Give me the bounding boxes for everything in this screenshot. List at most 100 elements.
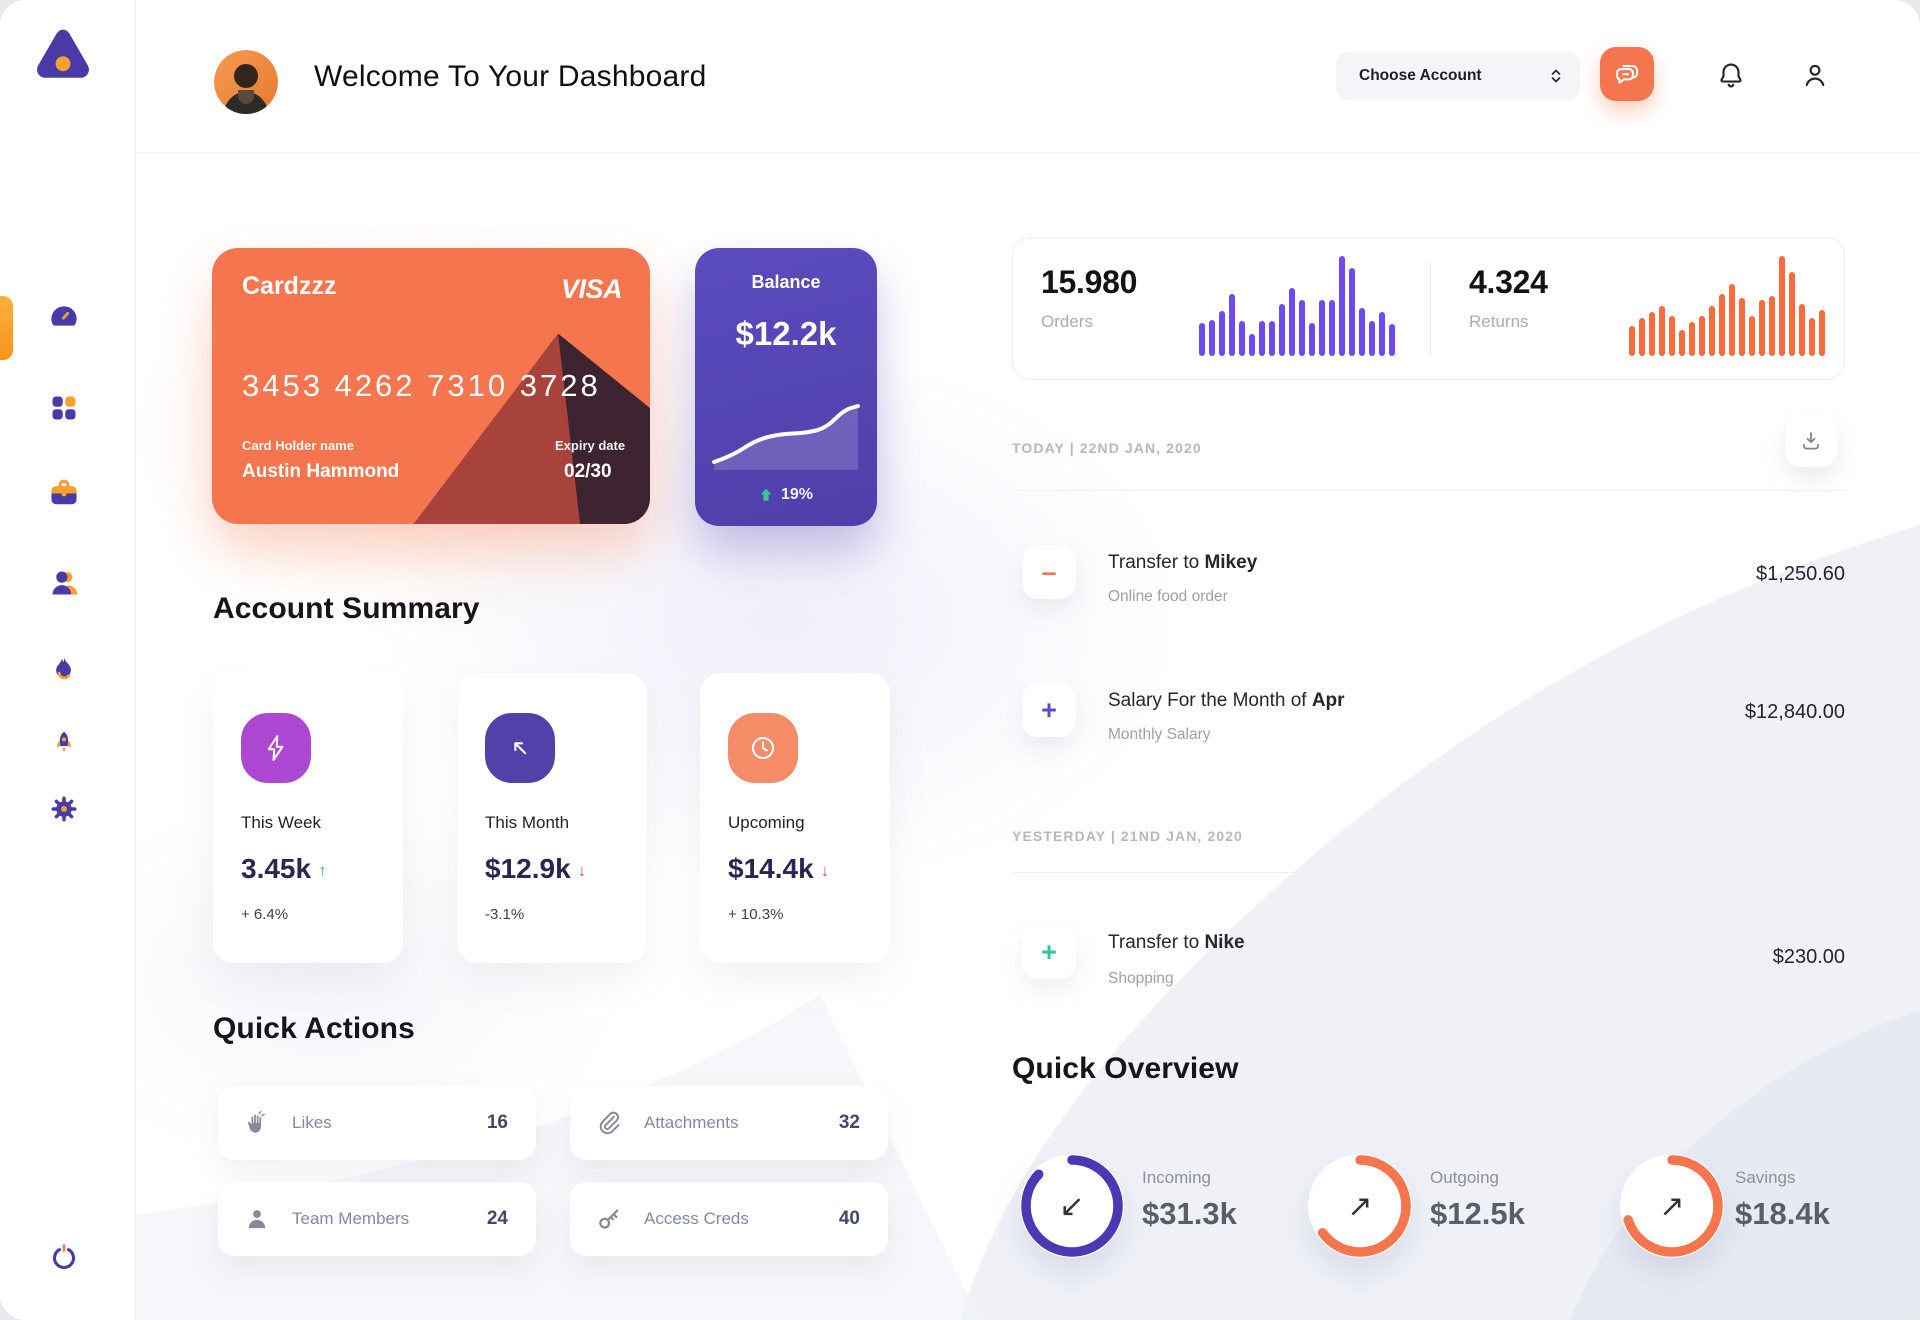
summary-change: + 6.4%: [241, 906, 289, 923]
download-icon: [1803, 432, 1819, 450]
trend-arrow: ↓: [820, 861, 830, 880]
panel-divider: [1430, 262, 1431, 357]
grid-icon[interactable]: [48, 392, 80, 424]
overview-label: Savings: [1735, 1168, 1796, 1187]
active-nav-indicator: [0, 296, 13, 360]
transaction-title: Transfer to Mikey: [1108, 552, 1258, 573]
bank-card: Cardzzz VISA 3453 4262 7310 3728 Card Ho…: [212, 248, 650, 524]
bolt-icon: [241, 713, 311, 783]
card-name: Cardzzz: [242, 272, 337, 300]
outgoing-ring: ↗: [1304, 1150, 1416, 1262]
transaction-amount: $12,840.00: [1744, 701, 1845, 723]
app-logo-icon[interactable]: [32, 26, 94, 89]
select-chevrons-icon: [1551, 69, 1561, 83]
returns-bar-chart: [1629, 256, 1829, 356]
paperclip-icon: [599, 1111, 620, 1135]
overview-label: Outgoing: [1430, 1168, 1499, 1187]
card-holder-label: Card Holder name: [242, 438, 354, 453]
up-arrow-icon: [760, 488, 772, 501]
quick-action-access-creds[interactable]: Access Creds 40: [570, 1182, 888, 1256]
summary-card-this-month: This Month $12.9k ↓ -3.1%: [457, 673, 647, 963]
quick-actions-title: Quick Actions: [213, 1012, 415, 1045]
quick-action-label: Likes: [292, 1113, 332, 1132]
transaction-sign-plus: +: [1022, 925, 1076, 979]
date-header-today: TODAY | 22ND JAN, 2020: [1012, 440, 1202, 456]
arrow-up-left-icon: [485, 713, 555, 783]
overview-label: Incoming: [1142, 1168, 1211, 1187]
orders-value: 15.980: [1041, 264, 1138, 300]
visa-logo: VISA: [560, 274, 623, 304]
person-icon: [248, 1210, 266, 1229]
overview-value: $31.3k: [1142, 1196, 1237, 1231]
transaction-subtitle: Shopping: [1108, 970, 1174, 987]
quick-action-label: Team Members: [292, 1209, 410, 1228]
transaction-title: Transfer to Nike: [1108, 932, 1245, 953]
account-summary-title: Account Summary: [213, 592, 480, 625]
user-avatar[interactable]: [214, 50, 278, 114]
chat-bubbles-icon: [1616, 65, 1639, 84]
orders-bar-chart: [1199, 256, 1399, 356]
balance-sparkline: [712, 404, 860, 470]
quick-action-likes[interactable]: Likes 16: [218, 1086, 536, 1160]
section-divider: [1012, 872, 1845, 873]
arrow-up-right-icon: ↗: [1659, 1188, 1685, 1224]
balance-value: $12.2k: [735, 315, 837, 352]
rocket-icon[interactable]: [48, 728, 80, 760]
balance-title: Balance: [751, 272, 821, 292]
messages-button[interactable]: [1600, 47, 1654, 101]
gear-icon[interactable]: [48, 793, 80, 825]
transaction-subtitle: Monthly Salary: [1108, 726, 1211, 743]
card-number: 3453 4262 7310 3728: [242, 368, 601, 403]
quick-action-count: 32: [838, 1112, 860, 1133]
quick-action-label: Attachments: [644, 1113, 739, 1132]
transaction-sign-plus: +: [1022, 683, 1076, 737]
users-icon[interactable]: [48, 567, 80, 599]
quick-action-team-members[interactable]: Team Members 24: [218, 1182, 536, 1256]
choose-account-label: Choose Account: [1359, 67, 1482, 84]
orders-label: Orders: [1041, 312, 1093, 331]
flame-icon[interactable]: [48, 654, 80, 686]
overview-value: $18.4k: [1735, 1196, 1830, 1231]
incoming-ring: ↙: [1016, 1150, 1128, 1262]
card-expiry-value: 02/30: [564, 461, 612, 482]
card-holder-name: Austin Hammond: [242, 461, 400, 482]
summary-card-this-week: This Week 3.45k ↑ + 6.4%: [213, 673, 403, 963]
transaction-subtitle: Online food order: [1108, 588, 1228, 605]
returns-label: Returns: [1469, 312, 1529, 331]
summary-value: 3.45k ↑: [241, 853, 327, 884]
summary-label: This Month: [485, 813, 570, 832]
summary-change: + 10.3%: [728, 906, 784, 923]
date-header-yesterday: YESTERDAY | 21ND JAN, 2020: [1012, 828, 1243, 844]
speedometer-icon[interactable]: [48, 301, 80, 333]
notifications-bell-icon[interactable]: [1712, 56, 1750, 94]
briefcase-icon[interactable]: [48, 477, 80, 509]
quick-action-count: 40: [838, 1208, 860, 1229]
trend-arrow: ↓: [577, 861, 587, 880]
profile-icon[interactable]: [1796, 56, 1834, 94]
arrow-down-left-icon: ↙: [1059, 1188, 1085, 1224]
choose-account-select[interactable]: Choose Account: [1336, 52, 1580, 100]
quick-action-attachments[interactable]: Attachments 32: [570, 1086, 888, 1160]
power-icon[interactable]: [48, 1240, 80, 1272]
summary-value: $12.9k ↓: [485, 853, 587, 884]
returns-value: 4.324: [1469, 264, 1548, 300]
overview-value: $12.5k: [1430, 1196, 1525, 1231]
savings-ring: ↗: [1616, 1150, 1728, 1262]
quick-overview-title: Quick Overview: [1012, 1052, 1239, 1085]
balance-change: 19%: [695, 486, 877, 504]
download-button[interactable]: [1785, 415, 1837, 467]
summary-card-upcoming: Upcoming $14.4k ↓ + 10.3%: [700, 673, 890, 963]
page-title: Welcome To Your Dashboard: [314, 60, 707, 93]
summary-change: -3.1%: [485, 906, 525, 923]
quick-action-count: 24: [486, 1208, 508, 1229]
summary-value: $14.4k ↓: [728, 853, 830, 884]
quick-action-count: 16: [486, 1112, 508, 1133]
summary-label: This Week: [241, 813, 321, 832]
transaction-amount: $1,250.60: [1756, 563, 1845, 585]
clock-icon: [728, 713, 798, 783]
orders-returns-panel: 15.980 Orders 4.324 Returns: [1012, 237, 1845, 380]
section-divider: [1012, 490, 1845, 491]
sidebar: [0, 0, 136, 1320]
header-divider: [136, 152, 1920, 153]
